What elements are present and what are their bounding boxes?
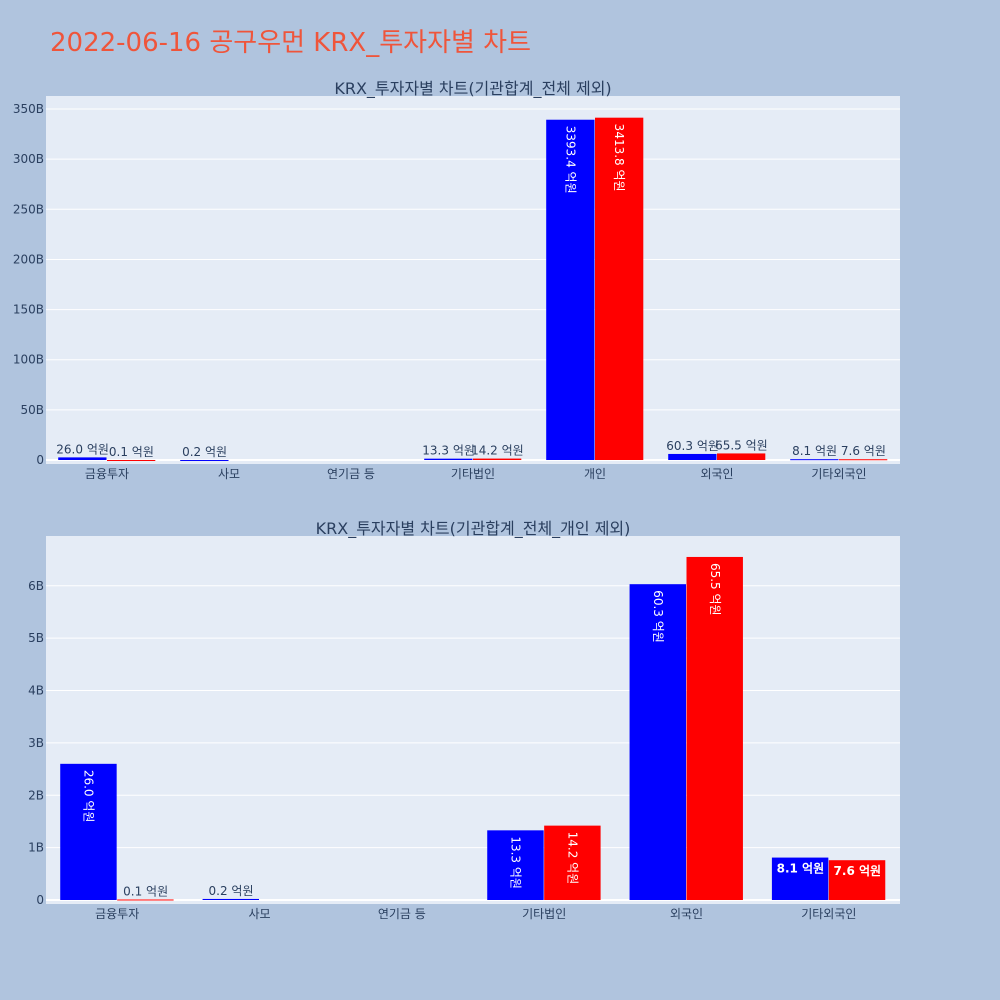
x-tick-label: 외국인 [670, 907, 703, 921]
data-label: 7.6 억원 [834, 864, 882, 878]
y-tick-label: 3B [28, 736, 44, 750]
x-tick-label: 외국인 [700, 467, 733, 481]
data-label: 0.2 억원 [182, 445, 227, 459]
data-label: 65.5 억원 [715, 438, 768, 452]
y-tick-label: 4B [28, 684, 44, 698]
data-label: 0.1 억원 [123, 884, 168, 898]
plot-area [46, 96, 900, 464]
data-label: 26.0 억원 [82, 770, 96, 823]
plot-area [46, 536, 900, 904]
data-label: 14.2 억원 [565, 832, 579, 885]
data-label: 60.3 억원 [651, 590, 665, 643]
data-label: 13.3 억원 [422, 444, 475, 458]
x-tick-label: 기타법인 [522, 907, 566, 921]
bar [595, 117, 644, 460]
y-tick-label: 0 [36, 893, 44, 907]
y-tick-label: 0 [36, 453, 44, 467]
y-tick-label: 300B [13, 152, 44, 166]
bar [544, 825, 601, 900]
x-tick-label: 연기금 등 [327, 467, 375, 481]
y-tick-label: 150B [13, 303, 44, 317]
y-tick-label: 1B [28, 841, 44, 855]
y-tick-label: 50B [20, 403, 44, 417]
x-tick-label: 금융투자 [85, 467, 129, 481]
data-label: 7.6 억원 [841, 444, 886, 458]
data-label: 8.1 억원 [792, 444, 837, 458]
bar [473, 458, 522, 460]
bar [546, 119, 595, 460]
y-tick-label: 350B [13, 102, 44, 116]
data-label: 65.5 억원 [708, 563, 722, 616]
y-tick-label: 250B [13, 202, 44, 216]
bar [828, 860, 886, 900]
chart-1: 0 50B 100B 150B 200B 250B 300B 350B KRX_투자자별 차트(… [13, 79, 900, 481]
bar [629, 584, 686, 900]
chart-title: KRX_투자자별 차트(기관합계_전체 제외) [334, 79, 611, 99]
chart-title: KRX_투자자별 차트(기관합계_전체_개인 제외) [316, 519, 631, 539]
x-tick-label: 기타외국인 [801, 907, 856, 921]
x-tick-label: 기타법인 [451, 467, 495, 481]
bar [839, 459, 888, 461]
x-tick-label: 연기금 등 [378, 907, 426, 921]
x-tick-label: 사모 [218, 467, 240, 481]
y-tick-label: 100B [13, 353, 44, 367]
x-tick-label: 사모 [248, 907, 270, 921]
y-tick-label: 200B [13, 252, 44, 266]
bar [117, 899, 174, 901]
bar [717, 453, 766, 460]
data-label: 60.3 억원 [666, 439, 719, 453]
x-tick-label: 금융투자 [95, 907, 139, 921]
x-tick-label: 개인 [584, 467, 606, 481]
data-label: 0.1 억원 [109, 445, 154, 459]
chart-2: 0 1B 2B 3B 4B 5B 6B KRX_투자자별 차트(기관합계_전체_개인 제외) 금… [28, 519, 900, 921]
x-tick-label: 기타외국인 [811, 467, 866, 481]
bar [107, 459, 156, 461]
bar [487, 830, 544, 900]
y-tick-label: 2B [28, 788, 44, 802]
data-label: 26.0 억원 [56, 442, 109, 456]
bar [58, 457, 107, 460]
bar [790, 459, 839, 461]
page-title: 2022-06-16 공구우먼 KRX_투자자별 차트 [50, 28, 532, 58]
bar [180, 459, 229, 461]
data-label: 13.3 억원 [509, 836, 523, 889]
bar [424, 458, 473, 460]
data-label: 8.1 억원 [777, 862, 825, 876]
data-label: 0.2 억원 [209, 884, 254, 898]
y-tick-label: 5B [28, 631, 44, 645]
data-label: 3393.4 억원 [563, 126, 577, 194]
y-tick-label: 6B [28, 579, 44, 593]
data-label: 14.2 억원 [471, 444, 524, 458]
bar [60, 763, 117, 900]
data-label: 3413.8 억원 [612, 124, 626, 192]
bar [771, 857, 829, 900]
bar [202, 898, 259, 900]
bar [686, 556, 743, 900]
bar [668, 453, 717, 460]
